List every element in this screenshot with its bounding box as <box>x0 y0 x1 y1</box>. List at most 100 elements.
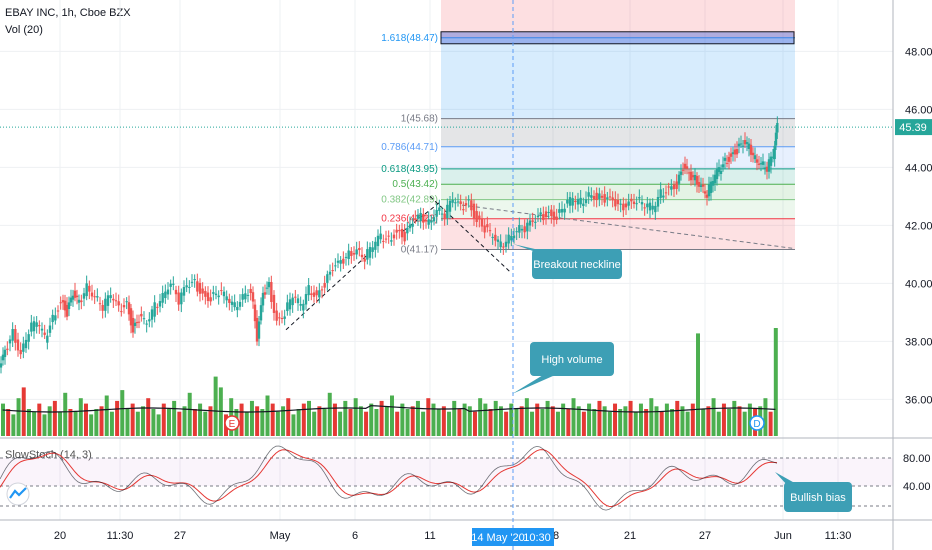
candle-body <box>288 299 292 310</box>
candle-body <box>526 222 529 232</box>
candle-body <box>67 302 71 310</box>
candle-body <box>462 209 465 211</box>
candle-body <box>222 291 226 297</box>
candle-body <box>382 240 385 242</box>
candle-body <box>233 302 236 308</box>
volume-bar <box>32 411 37 436</box>
volume-bar <box>768 411 773 436</box>
candle-body <box>54 315 57 321</box>
time-highlight-time: 10:30 <box>523 532 551 544</box>
candle-body <box>725 162 729 164</box>
volume-bar <box>773 328 778 436</box>
volume-bar <box>524 398 529 436</box>
volume-bar <box>680 406 685 436</box>
candle-body <box>109 295 112 299</box>
callout-label: Bullish bias <box>790 492 846 504</box>
callout-label: Breakout neckline <box>533 259 620 271</box>
candle-body <box>603 194 606 203</box>
candle-body <box>174 289 178 295</box>
candle-body <box>30 322 33 332</box>
candle-body <box>749 144 753 155</box>
fib-target-box <box>440 31 795 45</box>
candle-body <box>774 132 778 146</box>
price-tick-label: 46.00 <box>905 104 932 116</box>
volume-bar <box>52 400 57 436</box>
candle-body <box>214 293 218 296</box>
volume-bar <box>472 411 477 436</box>
volume-bar <box>384 406 389 436</box>
candle-body <box>440 213 444 215</box>
candle-body <box>368 247 372 258</box>
volume-bar <box>540 409 545 436</box>
candle-body <box>90 292 94 297</box>
candle-body <box>177 292 180 305</box>
event-marker-label: D <box>753 419 760 430</box>
candle-body <box>291 297 294 306</box>
volume-bar <box>16 398 21 436</box>
callout-box <box>532 249 622 279</box>
candle-body <box>587 192 590 197</box>
candle-body <box>40 328 44 331</box>
candle-body <box>579 197 582 205</box>
candle-body <box>699 185 703 188</box>
candle-body <box>555 216 558 220</box>
candle-body <box>611 197 614 201</box>
candle-body <box>659 189 662 198</box>
event-marker <box>224 415 240 431</box>
candle-body <box>355 249 358 255</box>
candle-body <box>0 363 3 368</box>
volume-bar <box>509 403 514 436</box>
candle-body <box>432 217 436 222</box>
candle-body <box>515 231 518 233</box>
volume-bar <box>47 406 52 436</box>
volume-bar <box>198 403 203 436</box>
candle-body <box>547 211 550 213</box>
candle-body <box>693 174 697 181</box>
candle-body <box>558 209 561 213</box>
candle-body <box>371 247 374 252</box>
candle-body <box>392 234 396 239</box>
volume-bar <box>550 406 555 436</box>
volume-bar <box>488 409 493 436</box>
candle-body <box>56 310 60 312</box>
volume-bar <box>530 411 535 436</box>
volume-bar <box>353 398 358 436</box>
volume-bar <box>369 403 374 436</box>
volume-bar <box>327 392 332 436</box>
price-tick-label: 44.00 <box>905 162 932 174</box>
candle-body <box>761 161 765 165</box>
candle-body <box>419 212 422 222</box>
candle-body <box>723 157 727 161</box>
candle-body <box>112 298 115 301</box>
candle-body <box>117 301 120 306</box>
candle-body <box>127 302 131 315</box>
volume-bar <box>675 400 680 436</box>
volume-bar <box>400 403 405 436</box>
volume-bar <box>58 411 63 436</box>
candle-body <box>220 290 223 292</box>
candle-body <box>733 149 737 155</box>
candle-body <box>299 304 302 306</box>
candle-body <box>27 334 30 342</box>
volume-bar <box>42 414 47 436</box>
candle-body <box>106 295 110 306</box>
candle-body <box>667 186 670 188</box>
candle-body <box>312 292 316 297</box>
volume-bar <box>410 406 415 436</box>
candle-body <box>475 211 478 223</box>
candle-body <box>172 283 175 285</box>
candle-body <box>757 163 761 165</box>
candle-body <box>236 306 239 311</box>
candle-body <box>206 292 210 301</box>
candle-body <box>656 196 660 207</box>
volume-bar <box>244 411 249 436</box>
candle-body <box>261 292 265 306</box>
callouts: Breakout neckline High volume Bullish bias <box>512 244 852 512</box>
candle-body <box>542 214 545 221</box>
candle-body <box>19 349 22 355</box>
candle-body <box>731 152 735 155</box>
candle-body <box>323 282 326 288</box>
trendline <box>429 196 511 273</box>
